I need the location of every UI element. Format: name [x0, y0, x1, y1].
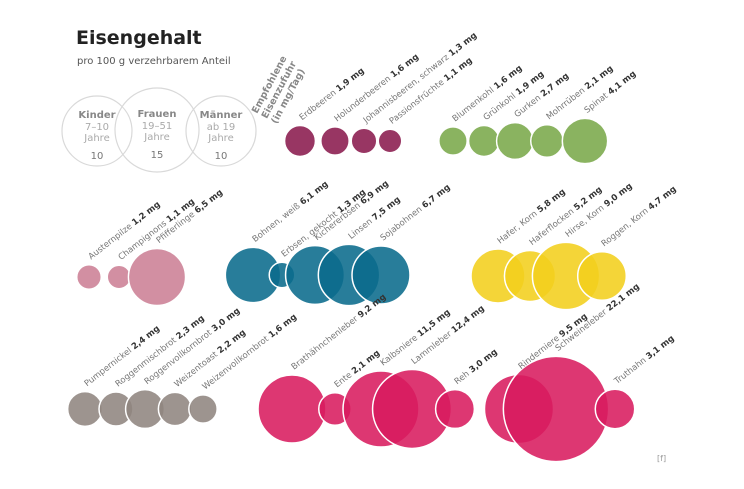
recommended-intake-legend: Kinder7–10Jahre10Frauen19–51Jahre15Männe… — [61, 54, 308, 173]
bubble-label-sojabohnen: Sojabohnen 6,7 mg — [379, 183, 453, 244]
bubble-value: 5,8 mg — [535, 187, 567, 215]
reference-value: 10 — [215, 151, 228, 162]
bubble-value: 1,3 mg — [447, 31, 479, 59]
bubble-value: 4,7 mg — [646, 184, 678, 212]
bubble-label-truthahn: Truthahn 3,1 mg — [612, 334, 677, 388]
bubble-value: 6,5 mg — [193, 188, 225, 216]
bubble-name: Linsen — [347, 215, 377, 241]
bubble-name: Truthahn — [612, 354, 651, 387]
chart-subtitle: pro 100 g verzehrbarem Anteil — [77, 56, 231, 67]
bubble-value: 1,6 mg — [267, 312, 299, 340]
bubble-passionsfruechte — [377, 128, 403, 154]
reference-group-name: Kinder — [78, 110, 115, 121]
bubble-value: 1,9 mg — [334, 66, 366, 94]
bubble-value: 6,7 mg — [420, 183, 452, 211]
bubble-champignons — [106, 264, 132, 290]
bubble-reh — [434, 388, 476, 430]
bubble-label-spinat: Spinat 4,1 mg — [583, 69, 639, 116]
bubble-gurken — [495, 121, 535, 161]
reference-circle — [61, 95, 133, 167]
bubble-value: 3,0 mg — [468, 347, 500, 375]
bubble-value: 7,5 mg — [371, 195, 403, 223]
bubble-mohrrueben — [530, 124, 564, 158]
bubble-spinat — [561, 117, 609, 165]
reference-group-name: Männer — [200, 110, 243, 121]
bubble-name: Brathähnchenleber — [290, 313, 363, 373]
reference-circle — [114, 87, 200, 173]
reference-age-range: 19–51 — [142, 121, 172, 132]
bubble-austernpilze — [75, 263, 103, 291]
bubble-value: 6,1 mg — [298, 179, 330, 207]
bubble-value: 9,0 mg — [602, 181, 634, 209]
bubble-roggen-korn — [576, 250, 628, 302]
bubble-blumenkohl — [438, 126, 468, 156]
bubble-weizentoast — [157, 391, 193, 427]
bubble-truthahn — [594, 388, 636, 430]
reference-age-range: Jahre — [143, 132, 169, 143]
bubble-label-erdbeeren: Erdbeeren 1,9 mg — [298, 66, 367, 123]
chart-title: Eisengehalt — [76, 27, 202, 49]
reference-circle — [185, 95, 257, 167]
credit-note: [f] — [657, 454, 666, 463]
bubble-erdbeeren — [283, 124, 317, 158]
bubble-brathaehnchenleber — [257, 374, 327, 444]
bubble-pfifferlinge — [127, 247, 187, 307]
reference-age-range: Jahre — [83, 133, 109, 144]
bubble-name: Roggen, Korn — [600, 205, 653, 249]
bubble-sojabohnen — [351, 245, 411, 305]
bubble-holunderbeeren — [320, 126, 350, 156]
reference-value: 10 — [91, 151, 104, 162]
reference-group-name: Frauen — [138, 109, 177, 120]
bubble-pumpernickel — [66, 390, 104, 428]
bubble-schweineleber — [502, 355, 610, 463]
bubble-value: 12,4 mg — [450, 304, 487, 336]
reference-age-range: 7–10 — [85, 122, 109, 133]
bubble-johannisbeeren-schwarz — [350, 127, 378, 155]
bubble-gruenkohl — [467, 124, 501, 158]
bubble-value: 3,1 mg — [644, 334, 676, 362]
reference-age-range: Jahre — [207, 133, 233, 144]
bubble-label-reh: Reh 3,0 mg — [453, 347, 500, 387]
reference-value: 15 — [151, 150, 164, 161]
reference-age-range: ab 19 — [207, 122, 235, 133]
bubble-weizenvollkornbrot — [188, 394, 218, 424]
